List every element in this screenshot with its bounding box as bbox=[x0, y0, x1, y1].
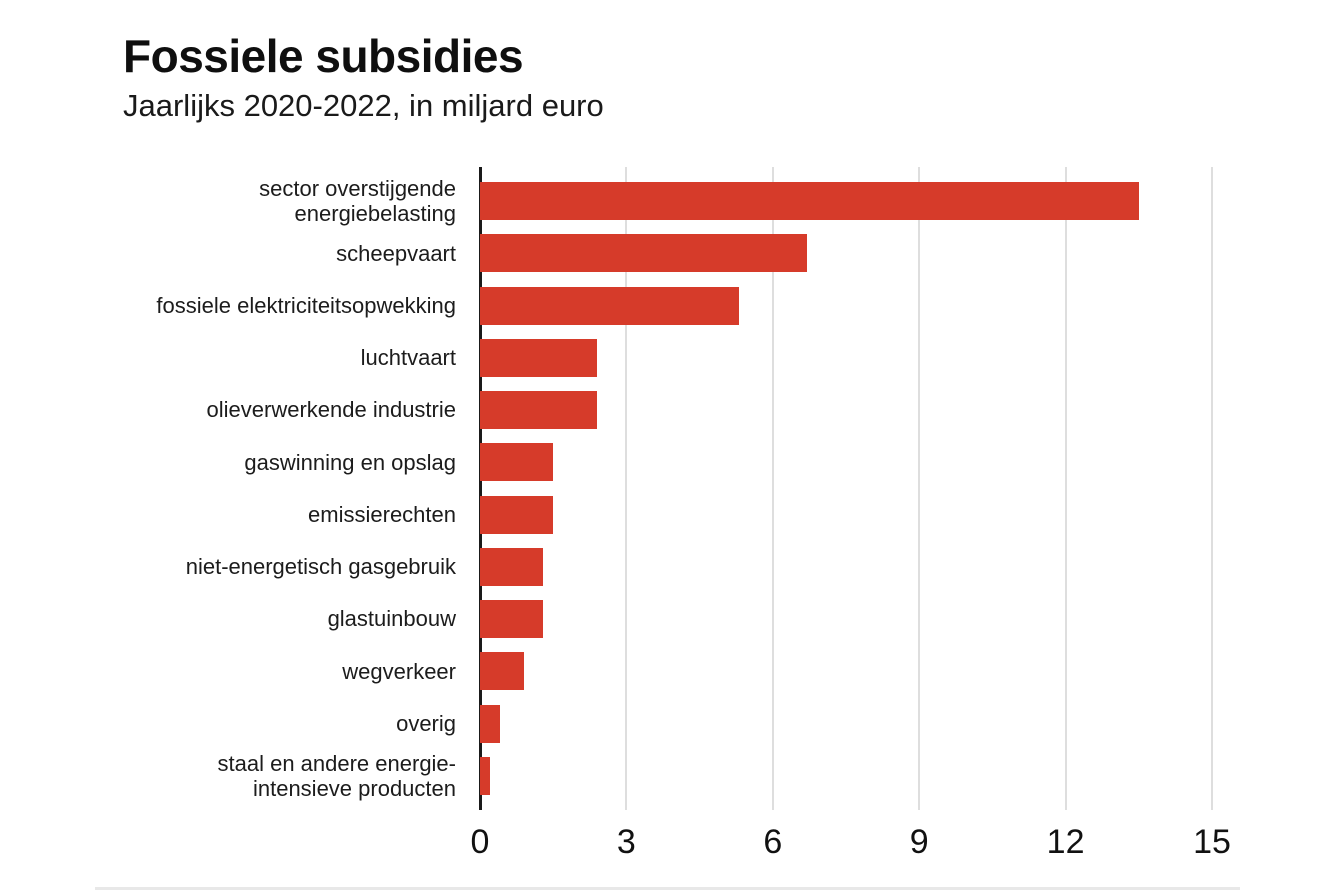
bar bbox=[480, 234, 807, 273]
bar bbox=[480, 652, 524, 691]
bar-row: emissierechten bbox=[0, 489, 1334, 541]
bar-row: staal en andere energie- intensieve prod… bbox=[0, 750, 1334, 802]
chart-title: Fossiele subsidies bbox=[123, 30, 524, 82]
bar-row: gaswinning en opslag bbox=[0, 436, 1334, 488]
bar-row: scheepvaart bbox=[0, 227, 1334, 279]
gridline-9 bbox=[918, 167, 921, 810]
bar-track bbox=[480, 652, 1334, 691]
bar bbox=[480, 756, 490, 795]
category-label: niet-energetisch gasgebruik bbox=[185, 554, 456, 580]
bar-track bbox=[480, 547, 1334, 586]
bar bbox=[480, 495, 554, 534]
bar bbox=[480, 338, 598, 377]
category-label: fossiele elektriciteitsopwekking bbox=[156, 292, 456, 318]
category-label: luchtvaart bbox=[360, 345, 456, 371]
x-axis: 0 3 6 9 12 15 bbox=[471, 823, 1334, 868]
bar-row: overig bbox=[0, 698, 1334, 750]
bar-row: fossiele elektriciteitsopwekking bbox=[0, 280, 1334, 332]
x-tick-label: 3 bbox=[616, 823, 636, 861]
bar-track bbox=[480, 286, 1334, 325]
bar bbox=[480, 286, 739, 325]
x-tick-label: 6 bbox=[763, 823, 783, 861]
bar-track bbox=[480, 182, 1334, 221]
x-tick-label: 9 bbox=[909, 823, 929, 861]
gridline-3 bbox=[625, 167, 628, 810]
category-label: sector overstijgende energiebelasting bbox=[259, 175, 456, 227]
bar-row: niet-energetisch gasgebruik bbox=[0, 541, 1334, 593]
gridline-6 bbox=[771, 167, 774, 810]
bar bbox=[480, 600, 544, 639]
bar-track bbox=[480, 443, 1334, 482]
x-tick-label: 15 bbox=[1193, 823, 1231, 861]
bar bbox=[480, 547, 544, 586]
bar-track bbox=[480, 338, 1334, 377]
grid-layer bbox=[479, 167, 1334, 810]
bar-track bbox=[480, 704, 1334, 743]
category-label: emissierechten bbox=[308, 501, 456, 527]
bottom-divider bbox=[95, 887, 1240, 890]
bar-row: olieverwerkende industrie bbox=[0, 384, 1334, 436]
bar-track bbox=[480, 495, 1334, 534]
category-label: olieverwerkende industrie bbox=[206, 397, 456, 423]
bar-row: glastuinbouw bbox=[0, 593, 1334, 645]
bar-track bbox=[480, 391, 1334, 430]
category-label: overig bbox=[396, 710, 456, 736]
y-axis-line bbox=[479, 167, 482, 810]
bar-chart: sector overstijgende energiebelasting sch… bbox=[0, 167, 1334, 861]
bar bbox=[480, 443, 554, 482]
bar-row: luchtvaart bbox=[0, 332, 1334, 384]
category-label: wegverkeer bbox=[342, 658, 456, 684]
bar bbox=[480, 704, 500, 743]
x-tick-label: 12 bbox=[1046, 823, 1085, 861]
bar-row: sector overstijgende energiebelasting bbox=[0, 175, 1334, 227]
gridline-15 bbox=[1211, 167, 1213, 810]
category-label: glastuinbouw bbox=[327, 606, 456, 632]
bar bbox=[480, 182, 1139, 221]
gridline-12 bbox=[1064, 167, 1067, 810]
category-label: scheepvaart bbox=[336, 240, 456, 266]
bar-track bbox=[480, 600, 1334, 639]
bar bbox=[480, 391, 598, 430]
chart-subtitle: Jaarlijks 2020-2022, in miljard euro bbox=[123, 87, 604, 123]
category-label: gaswinning en opslag bbox=[244, 449, 456, 475]
chart-header: Fossiele subsidies Jaarlijks 2020-2022, … bbox=[0, 0, 1334, 124]
bar-row: wegverkeer bbox=[0, 645, 1334, 697]
bar-track bbox=[480, 234, 1334, 273]
bar-track bbox=[480, 756, 1334, 795]
bar-rows: sector overstijgende energiebelasting sch… bbox=[0, 175, 1334, 802]
category-label: staal en andere energie- intensieve prod… bbox=[217, 750, 457, 801]
x-tick-label: 0 bbox=[470, 823, 490, 861]
